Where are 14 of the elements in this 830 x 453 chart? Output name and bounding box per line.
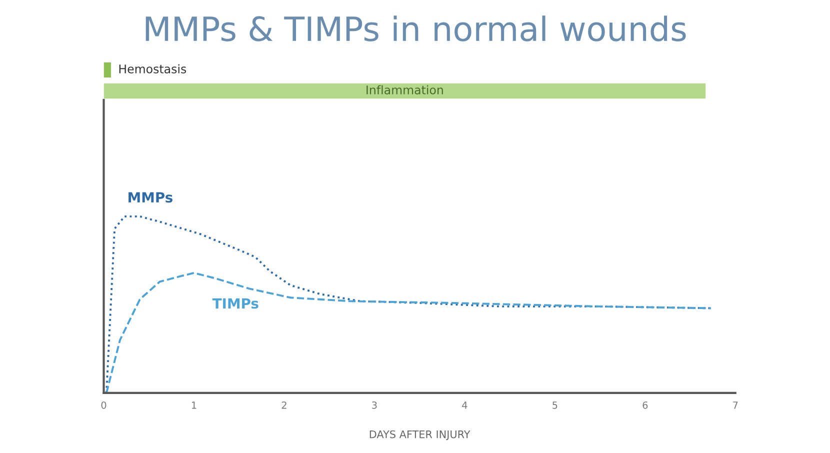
series-label: TIMPs (212, 298, 258, 309)
x-tick-label: 4 (462, 402, 468, 409)
x-tick-label: 0 (101, 401, 106, 409)
x-tick-label: 2 (282, 401, 286, 409)
chart-title: MMPs & TIMPs in normal wounds (146, 16, 686, 42)
x-axis-title: DAYS AFTER INJURY (370, 430, 470, 440)
y-tick-label: Inflammation (366, 85, 443, 94)
series-label: MMPs (128, 192, 172, 203)
x-tick-label: 5 (552, 402, 558, 409)
x-tick-label: 3 (372, 401, 377, 409)
y-tick-label: Hemostasis (119, 64, 186, 74)
x-tick-label: 6 (642, 401, 648, 409)
x-tick-label: 7 (733, 402, 738, 409)
x-tick-label: 1 (192, 402, 196, 409)
